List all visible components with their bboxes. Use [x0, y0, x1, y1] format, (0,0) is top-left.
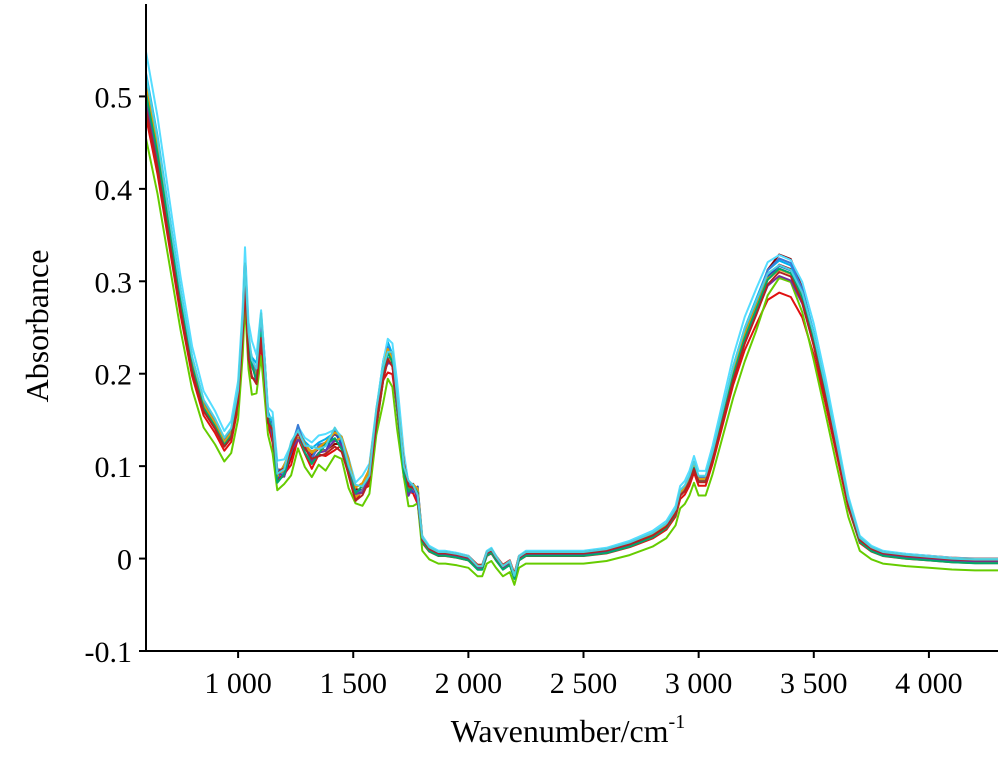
y-tick-label: 0.2 — [95, 359, 133, 392]
spectrum-line-2 — [145, 102, 998, 575]
y-tick-label: 0.4 — [95, 174, 133, 207]
y-tick-label: 0.5 — [95, 81, 133, 114]
ticks-layer: 1 000 1 500 2 000 2 500 3 000 3 500 4 000 -0.1 0… — [85, 81, 963, 700]
x-tick-label: 4 000 — [895, 667, 963, 700]
x-tick-label: 3 500 — [780, 667, 848, 700]
x-tick-label: 3 000 — [665, 667, 733, 700]
x-axis-title-superscript: -1 — [669, 711, 686, 733]
y-tick-label: -0.1 — [85, 636, 133, 669]
y-tick-label: 0 — [117, 544, 132, 577]
spectrum-line-11 — [145, 100, 998, 578]
y-tick-label: 0.3 — [95, 266, 133, 299]
x-tick-label: 2 000 — [435, 667, 503, 700]
spectrum-line-1 — [145, 91, 998, 579]
spectrum-line-14 — [145, 75, 998, 577]
spectrum-line-3 — [145, 116, 998, 579]
series-layer — [145, 51, 998, 586]
spectrum-line-10 — [145, 94, 998, 576]
spectrum-line-6 — [145, 51, 998, 577]
x-axis-title: Wavenumber/cm-1 — [451, 711, 685, 749]
spectrum-line-12 — [145, 93, 998, 580]
spectrum-line-5 — [145, 72, 998, 579]
x-tick-label: 2 500 — [550, 667, 618, 700]
spectrum-line-8 — [145, 81, 998, 578]
spectrum-line-13 — [145, 109, 998, 577]
x-axis-title-main: Wavenumber/cm — [451, 713, 669, 749]
spectrum-line-7 — [145, 89, 998, 577]
spectrum-line-4 — [145, 138, 998, 586]
y-axis-title: Absorbance — [19, 250, 55, 403]
axes-layer — [145, 4, 998, 652]
x-tick-label: 1 500 — [319, 667, 387, 700]
x-tick-label: 1 000 — [204, 667, 272, 700]
spectrum-line-9 — [145, 86, 998, 579]
y-tick-label: 0.1 — [95, 451, 133, 484]
